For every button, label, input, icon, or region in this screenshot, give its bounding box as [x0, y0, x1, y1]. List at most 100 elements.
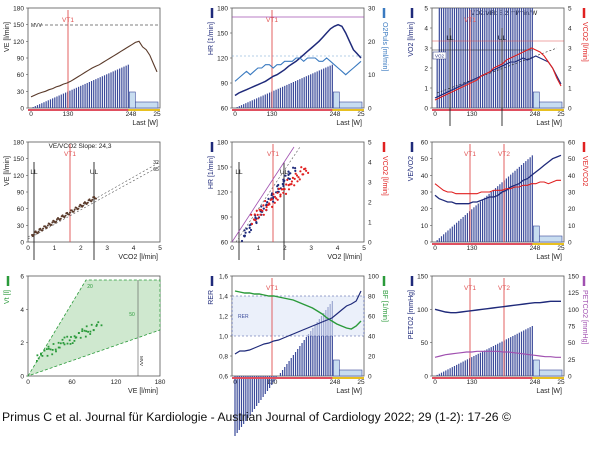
- panel-9-ytick-label: 100: [417, 307, 428, 314]
- panel-9-y2label: PETCO2 [mmHg]: [581, 290, 588, 345]
- panel-5-ylabel: HR [1/min]: [208, 156, 215, 189]
- panel-5-ytick-label: 60: [221, 240, 229, 247]
- panel-5-xtick-label: 5: [362, 245, 366, 252]
- panel-7-point: [96, 323, 98, 326]
- panel-7-ytick-label: 0: [20, 374, 24, 381]
- panel-9-recovery-block: [533, 359, 540, 377]
- panel-4-point: [63, 216, 66, 219]
- panel-8-ytick-label: 1,2: [219, 314, 228, 321]
- panel-3-y2tick-label: 3: [568, 46, 572, 53]
- panel-7-point: [92, 329, 95, 331]
- panel-4-xtick-label: 3: [105, 245, 109, 252]
- panel-7-iso-label-b: 50: [129, 312, 135, 318]
- panel-6-xtick-label: 248: [530, 245, 541, 252]
- panel-2-xtick-label: 248: [330, 111, 341, 118]
- panel-5-hr-point: [272, 200, 275, 203]
- panel-6-y2tick-label: 30: [568, 190, 576, 197]
- panel-7-point: [40, 352, 42, 355]
- panel-7-point: [97, 321, 100, 324]
- panel-7-point: [63, 336, 66, 339]
- panel-4-vt1-line-label: VT1: [64, 151, 76, 158]
- panel-3-y2tick-label: 2: [568, 66, 572, 73]
- panel-3-phase-strip-load: [432, 109, 533, 111]
- panel-2-y2tick-label: 30: [368, 6, 376, 13]
- panel-6-y2label: VE/VCO2: [581, 156, 588, 186]
- panel-5-hr-point: [294, 169, 297, 172]
- panel-7-point: [47, 345, 50, 348]
- panel-7-point: [63, 343, 66, 346]
- panel-8-xlabel: Last [W]: [336, 388, 362, 395]
- panel-4-point: [39, 227, 42, 230]
- panel-9-y2tick-label: 25: [568, 357, 576, 364]
- panel-5-hr-point: [243, 229, 246, 232]
- panel-4-point: [36, 232, 39, 235]
- panel-5-vco2-point: [273, 195, 276, 198]
- panel-5-vco2-point: [255, 209, 258, 212]
- panel-5-vco2-point: [262, 204, 265, 207]
- panel-6-ytick-label: 10: [421, 223, 429, 230]
- panel-6-ve-vco2-series: [434, 179, 561, 195]
- panel-9-ytick-label: 50: [421, 340, 429, 347]
- panel-8-y2label: BF [1/min]: [381, 290, 388, 322]
- panel-4-point: [46, 224, 49, 227]
- panel-5-y2tick-label: 1: [368, 220, 372, 227]
- panel-5-ref-line-1: [231, 146, 295, 243]
- panel-5-vco2-point: [283, 188, 286, 191]
- panel-8-recovery-block: [333, 359, 340, 377]
- panel-5-vco2-point: [256, 213, 259, 216]
- panel-6-vt2-line-label: VT2: [498, 151, 510, 158]
- panel-4-point: [55, 220, 58, 223]
- panel-1-xtick-label: 25: [153, 111, 161, 118]
- panel-5-vco2-point: [264, 199, 267, 203]
- panel-2-y2tick-label: 0: [368, 106, 372, 113]
- panel-3-ytick-label: 4: [424, 26, 428, 33]
- panel-2-xlabel: Last [W]: [336, 120, 362, 127]
- panel-7-point: [90, 323, 93, 326]
- panel-4-ytick-label: 90: [17, 190, 25, 197]
- panel-3-y2label: VCO2 [l/min]: [581, 22, 588, 62]
- panel-4-point: [72, 210, 75, 213]
- panel-8-ytick-label: 1,6: [219, 274, 228, 281]
- panel-1-xtick-label: 0: [29, 111, 33, 118]
- panel-3-ll-line-label: LL: [446, 35, 454, 42]
- panel-6-xtick-label: 130: [467, 245, 478, 252]
- panel-5-vco2-point: [286, 178, 289, 181]
- panel-5-hr-point: [262, 207, 265, 210]
- panel-8-ylabel: RER: [208, 290, 215, 305]
- panel-7-point: [61, 338, 64, 341]
- panel-5-vco2-point: [265, 206, 268, 209]
- panel-7-point: [36, 354, 39, 357]
- panel-8-rer: 0,60,81,01,21,41,6020406080100013024825L…: [208, 274, 388, 436]
- panel-1-ytick-label: 90: [17, 56, 25, 63]
- panel-5-hr-point: [240, 239, 244, 243]
- panel-5-vco2-point: [271, 205, 274, 208]
- panel-1-xlabel: Last [W]: [132, 120, 158, 127]
- panel-7-point: [70, 336, 72, 338]
- panel-9-xtick-label: 25: [557, 379, 565, 386]
- panel-4-ytick-label: 60: [17, 206, 25, 213]
- panel-5-ytick-label: 90: [221, 215, 229, 222]
- panel-2-y2label: O2Puls [ml/min]: [381, 22, 388, 71]
- panel-9-y2tick-label: 50: [568, 340, 576, 347]
- panel-7-point: [46, 348, 48, 350]
- panel-2-ytick-label: 90: [221, 81, 229, 88]
- panel-8-bf-series: [234, 290, 362, 330]
- panel-6-y2tick-label: 10: [568, 223, 576, 230]
- panel-5-vco2-point: [265, 208, 268, 212]
- panel-5-vco2-point: [257, 217, 260, 220]
- panel-4-ll-line-label: LL: [30, 169, 38, 176]
- panel-3-ytick-label: 1: [424, 86, 428, 93]
- panel-7-point: [37, 357, 40, 360]
- panel-5-vco2-point: [280, 188, 283, 191]
- panel-5-hr-point: [282, 180, 285, 183]
- panel-9-xtick-label: 248: [530, 379, 541, 386]
- panel-3-rest-block: [539, 101, 563, 109]
- panel-7-point: [81, 328, 84, 331]
- panel-7-point: [36, 360, 38, 362]
- panel-3-y2tick-label: 1: [568, 86, 572, 93]
- panel-5-hr-point: [287, 173, 290, 176]
- panel-7-point: [73, 335, 76, 338]
- panel-3-xtick-label: 0: [433, 111, 437, 118]
- panel-2-ylabel: HR [1/min]: [208, 22, 215, 55]
